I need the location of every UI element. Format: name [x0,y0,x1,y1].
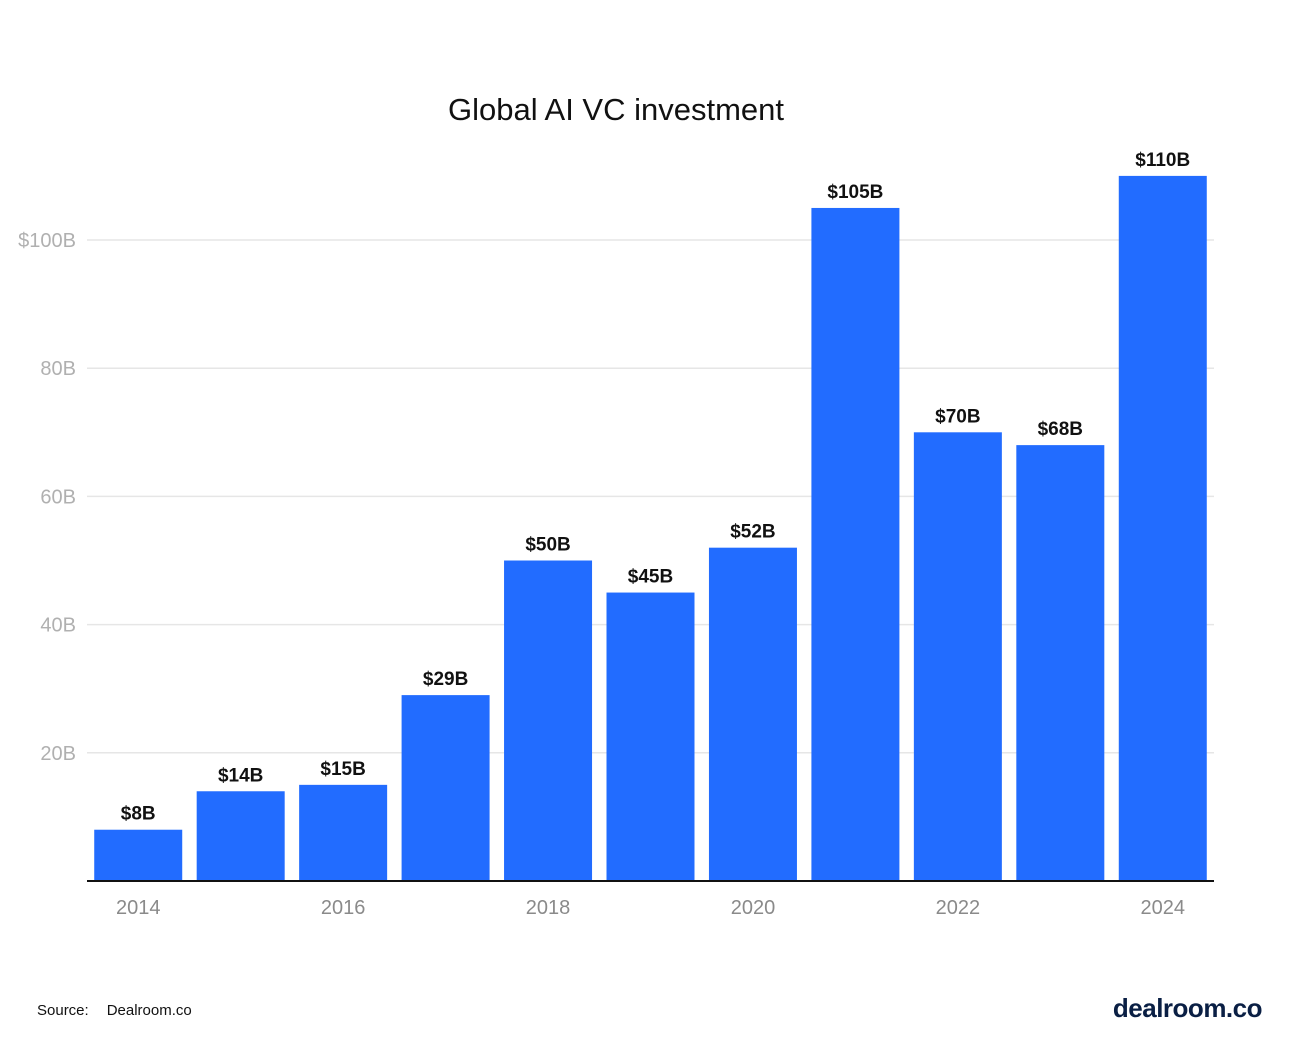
source-note: Source: Dealroom.co [37,1002,192,1019]
value-label-2021: $105B [827,182,883,203]
bar-2021 [811,207,900,881]
value-label-2016: $15B [320,759,365,780]
value-labels: $8B $14B $15B $29B $50B $45B $52B $105B $70B $68B… [121,150,1190,825]
bar-2016 [299,784,388,881]
bar-chart: 20B 40B 60B 80B $100B $8B $14B $15B $29B $50B $45… [18,150,1214,919]
source-value: Dealroom.co [106,1002,192,1019]
x-tick-label: 2016 [321,897,366,919]
bar-2020 [708,547,797,881]
value-label-2017: $29B [423,669,468,690]
y-tick-label: 40B [40,615,76,637]
value-label-2023: $68B [1038,419,1083,440]
value-label-2015: $14B [218,765,263,786]
y-tick-label: 20B [40,743,76,765]
x-tick-label: 2024 [1141,897,1186,919]
value-label-2024: $110B [1135,150,1190,171]
x-axis-ticks: 2014 2016 2018 2020 2022 2024 [116,897,1185,919]
y-axis-ticks: 20B 40B 60B 80B $100B [18,230,76,765]
value-label-2019: $45B [628,567,673,588]
bar-2019 [606,592,695,881]
x-tick-label: 2020 [731,897,776,919]
value-label-2022: $70B [935,406,980,427]
dealroom-logo: dealroom.co [1112,993,1263,1023]
bar-2024 [1118,175,1207,881]
bar-2017 [401,695,490,881]
x-tick-label: 2014 [116,897,161,919]
source-label: Source: [37,1002,89,1019]
bar-2015 [196,791,285,881]
value-label-2020: $52B [730,522,775,543]
bars [94,175,1207,881]
bar-2018 [504,560,593,881]
bar-2023 [1016,445,1105,881]
value-label-2014: $8B [121,804,156,825]
y-tick-label: 60B [40,486,76,508]
value-label-2018: $50B [525,535,570,556]
chart-title: Global AI VC investment [448,92,784,127]
bar-2014 [94,829,183,881]
bar-2022 [913,432,1002,881]
y-tick-label: 80B [40,358,76,380]
y-tick-label: $100B [18,230,76,252]
x-tick-label: 2018 [526,897,571,919]
x-tick-label: 2022 [936,897,981,919]
